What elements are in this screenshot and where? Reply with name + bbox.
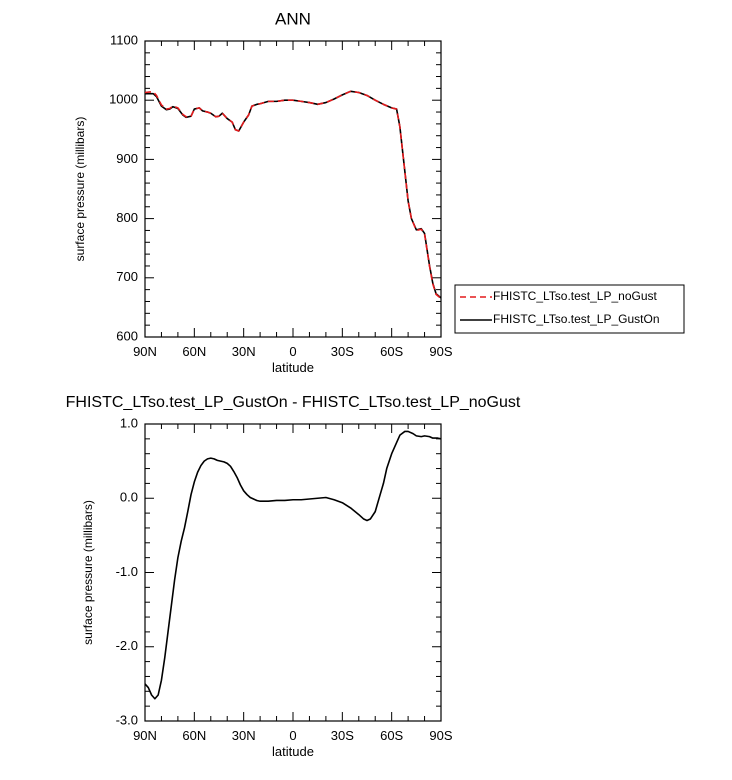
x-tick-label: 90S	[429, 728, 452, 743]
y-tick-label: 600	[116, 328, 138, 343]
x-tick-label: 60N	[182, 344, 206, 359]
y-axis-label: surface pressure (millibars)	[81, 500, 95, 645]
y-tick-label: -1.0	[116, 564, 138, 579]
x-tick-label: 90N	[133, 728, 157, 743]
chart-panel-2: FHISTC_LTso.test_LP_GustOn - FHISTC_LTso…	[66, 394, 521, 759]
y-tick-label: 900	[116, 151, 138, 166]
chart-title: FHISTC_LTso.test_LP_GustOn - FHISTC_LTso…	[66, 394, 521, 411]
x-tick-label: 60S	[380, 728, 403, 743]
x-tick-label: 60N	[182, 728, 206, 743]
x-tick-label: 90S	[429, 344, 452, 359]
y-tick-label: -3.0	[116, 712, 138, 727]
series-line-1	[145, 90, 441, 300]
y-tick-label: 800	[116, 210, 138, 225]
x-tick-label: 30N	[232, 728, 256, 743]
x-tick-label: 90N	[133, 344, 157, 359]
y-axis-label: surface pressure (millibars)	[73, 117, 87, 262]
x-tick-label: 30S	[331, 344, 354, 359]
legend-label-1: FHISTC_LTso.test_LP_noGust	[493, 289, 658, 303]
x-tick-label: 30N	[232, 344, 256, 359]
y-tick-label: 1.0	[120, 415, 138, 430]
x-tick-label: 60S	[380, 344, 403, 359]
y-tick-label: -2.0	[116, 638, 138, 653]
x-tick-label: 0	[289, 344, 296, 359]
y-tick-label: 1100	[110, 32, 138, 47]
y-tick-label: 1000	[109, 92, 138, 107]
legend-box	[454, 284, 685, 334]
chart-panel-1: ANN 90N 60N 30N 0 30S 60S 90S 600 700 800 900 1000 11…	[73, 9, 685, 375]
plot-frame	[144, 423, 442, 722]
chart-legend: FHISTC_LTso.test_LP_noGust FHISTC_LTso.te…	[454, 284, 685, 334]
x-axis-label: latitude	[272, 360, 314, 375]
x-tick-label: 0	[289, 728, 296, 743]
series-line-2	[145, 90, 441, 299]
y-tick-label: 700	[116, 269, 138, 284]
y-tick-label: 0.0	[120, 490, 138, 505]
series-line-1	[145, 430, 441, 700]
legend-label-2: FHISTC_LTso.test_LP_GustOn	[493, 312, 660, 326]
x-tick-label: 30S	[331, 728, 354, 743]
x-axis-label: latitude	[272, 744, 314, 759]
plot-frame	[144, 40, 442, 338]
chart-title: ANN	[275, 9, 311, 28]
